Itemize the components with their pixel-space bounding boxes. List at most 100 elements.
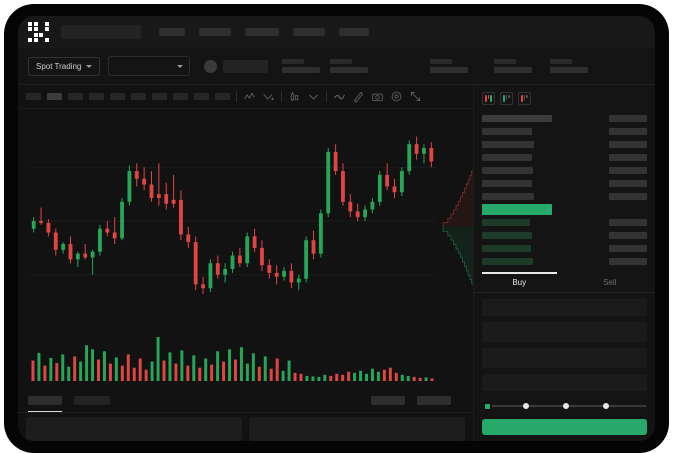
- bottom-tab-1[interactable]: [28, 396, 62, 412]
- tab-sell[interactable]: Sell: [603, 278, 617, 287]
- orderbook-amount: [609, 128, 647, 135]
- order-price-field[interactable]: [482, 322, 647, 342]
- logo-cell: [28, 27, 32, 32]
- nav-items: [158, 28, 383, 36]
- logo-cell: [44, 21, 49, 26]
- tab-buy[interactable]: Buy: [474, 272, 565, 292]
- toolbar-divider: [236, 91, 237, 102]
- stat-label: [550, 59, 573, 64]
- orderbook-asks: [482, 112, 647, 203]
- timeframe-chips: [26, 93, 230, 100]
- orderbook-view-both[interactable]: [482, 92, 495, 105]
- orderbook-row[interactable]: [482, 190, 647, 203]
- slider-handle[interactable]: [483, 402, 492, 411]
- orderbook-current-price[interactable]: [482, 203, 647, 216]
- indicator-icon[interactable]: [243, 90, 256, 103]
- bottom-tab-2[interactable]: [74, 396, 110, 405]
- orderbook-price: [482, 193, 534, 200]
- okx-logo[interactable]: [28, 21, 49, 43]
- stat-value: [494, 67, 533, 73]
- chart-style-icon[interactable]: [307, 90, 320, 103]
- timeframe-chip-5[interactable]: [110, 93, 125, 100]
- order-amount-field[interactable]: [482, 348, 647, 368]
- orderbook-view-buys[interactable]: [500, 92, 513, 105]
- orderbook-price: [482, 219, 530, 226]
- timeframe-chip-4[interactable]: [89, 93, 104, 100]
- current-pair[interactable]: [204, 59, 269, 73]
- orderbook-amount: [609, 180, 647, 187]
- slider-stop-75[interactable]: [603, 403, 609, 409]
- timeframe-chip-6[interactable]: [131, 93, 146, 100]
- orderbook-row[interactable]: [482, 125, 647, 138]
- bottom-panel-right[interactable]: [249, 417, 465, 441]
- orderbook-row[interactable]: [482, 164, 647, 177]
- candle-type-icon[interactable]: [288, 90, 301, 103]
- orderbook-row[interactable]: [482, 255, 647, 268]
- amount-percent-slider[interactable]: [483, 401, 646, 411]
- timeframe-chip-1[interactable]: [26, 93, 41, 100]
- drawing-tools-icon[interactable]: [352, 90, 365, 103]
- timeframe-chip-10[interactable]: [215, 93, 230, 100]
- logo-cell: [28, 33, 32, 37]
- nav-item-4[interactable]: [292, 28, 325, 36]
- top-navigation-bar: [18, 16, 655, 48]
- slider-stop-25[interactable]: [523, 403, 529, 409]
- nav-item-5[interactable]: [338, 28, 369, 36]
- bottom-panel-left[interactable]: [26, 417, 242, 441]
- nav-item-1[interactable]: [158, 28, 185, 36]
- timeframe-chip-3[interactable]: [68, 93, 83, 100]
- stat-label: [430, 59, 453, 64]
- fullscreen-icon[interactable]: [409, 90, 422, 103]
- market-stat-2: [330, 59, 369, 73]
- orderbook-row[interactable]: [482, 151, 647, 164]
- stat-label: [282, 59, 305, 64]
- market-header-bar: Spot Trading: [18, 48, 655, 85]
- bottom-panels: [18, 413, 473, 441]
- orderbook-view-sells[interactable]: [518, 92, 531, 105]
- orderbook-amount: [609, 115, 647, 122]
- logo-cell: [39, 27, 43, 31]
- orderbook-price: [482, 154, 532, 161]
- orderbook-row[interactable]: [482, 177, 647, 190]
- trading-mode-label: Spot Trading: [36, 61, 82, 71]
- timeframe-chip-8[interactable]: [173, 93, 188, 100]
- trading-mode-selector[interactable]: Spot Trading: [28, 56, 101, 76]
- logo-cell: [28, 21, 32, 26]
- chevron-down-icon: [86, 64, 93, 68]
- nav-item-3[interactable]: [244, 28, 279, 36]
- orderbook-price: [482, 167, 533, 174]
- timeframe-chip-9[interactable]: [194, 93, 209, 100]
- logo-cell: [28, 38, 32, 43]
- line-chart-icon[interactable]: [333, 90, 346, 103]
- order-type-field[interactable]: [482, 299, 647, 316]
- orderbook-row[interactable]: [482, 242, 647, 255]
- slider-stop-50[interactable]: [563, 403, 569, 409]
- pair-name: [223, 59, 269, 73]
- bottom-action-2[interactable]: [417, 396, 451, 405]
- orderbook-price: [482, 245, 531, 252]
- stat-value: [330, 67, 369, 73]
- pair-selector[interactable]: [108, 56, 191, 76]
- timeframe-chip-2[interactable]: [47, 93, 62, 100]
- orderbook-amount: [609, 245, 647, 252]
- orderbook-row[interactable]: [482, 112, 647, 125]
- search-input[interactable]: [60, 25, 141, 39]
- orderbook-row[interactable]: [482, 138, 647, 151]
- order-total-field[interactable]: [482, 374, 647, 391]
- candlestick-chart[interactable]: [18, 109, 473, 331]
- volume-histogram[interactable]: [18, 331, 473, 389]
- orderbook-row[interactable]: [482, 216, 647, 229]
- nav-item-2[interactable]: [198, 28, 231, 36]
- logo-cell: [39, 22, 43, 26]
- compare-icon[interactable]: [262, 90, 275, 103]
- submit-buy-button[interactable]: [482, 419, 647, 435]
- orderbook-row[interactable]: [482, 229, 647, 242]
- timeframe-chip-7[interactable]: [152, 93, 167, 100]
- bottom-action-1[interactable]: [371, 396, 405, 405]
- settings-gear-icon[interactable]: [390, 90, 403, 103]
- device-screen: Spot Trading: [18, 16, 655, 441]
- orderbook-price: [482, 258, 533, 265]
- snapshot-icon[interactable]: [371, 90, 384, 103]
- orderbook-amount: [609, 167, 647, 174]
